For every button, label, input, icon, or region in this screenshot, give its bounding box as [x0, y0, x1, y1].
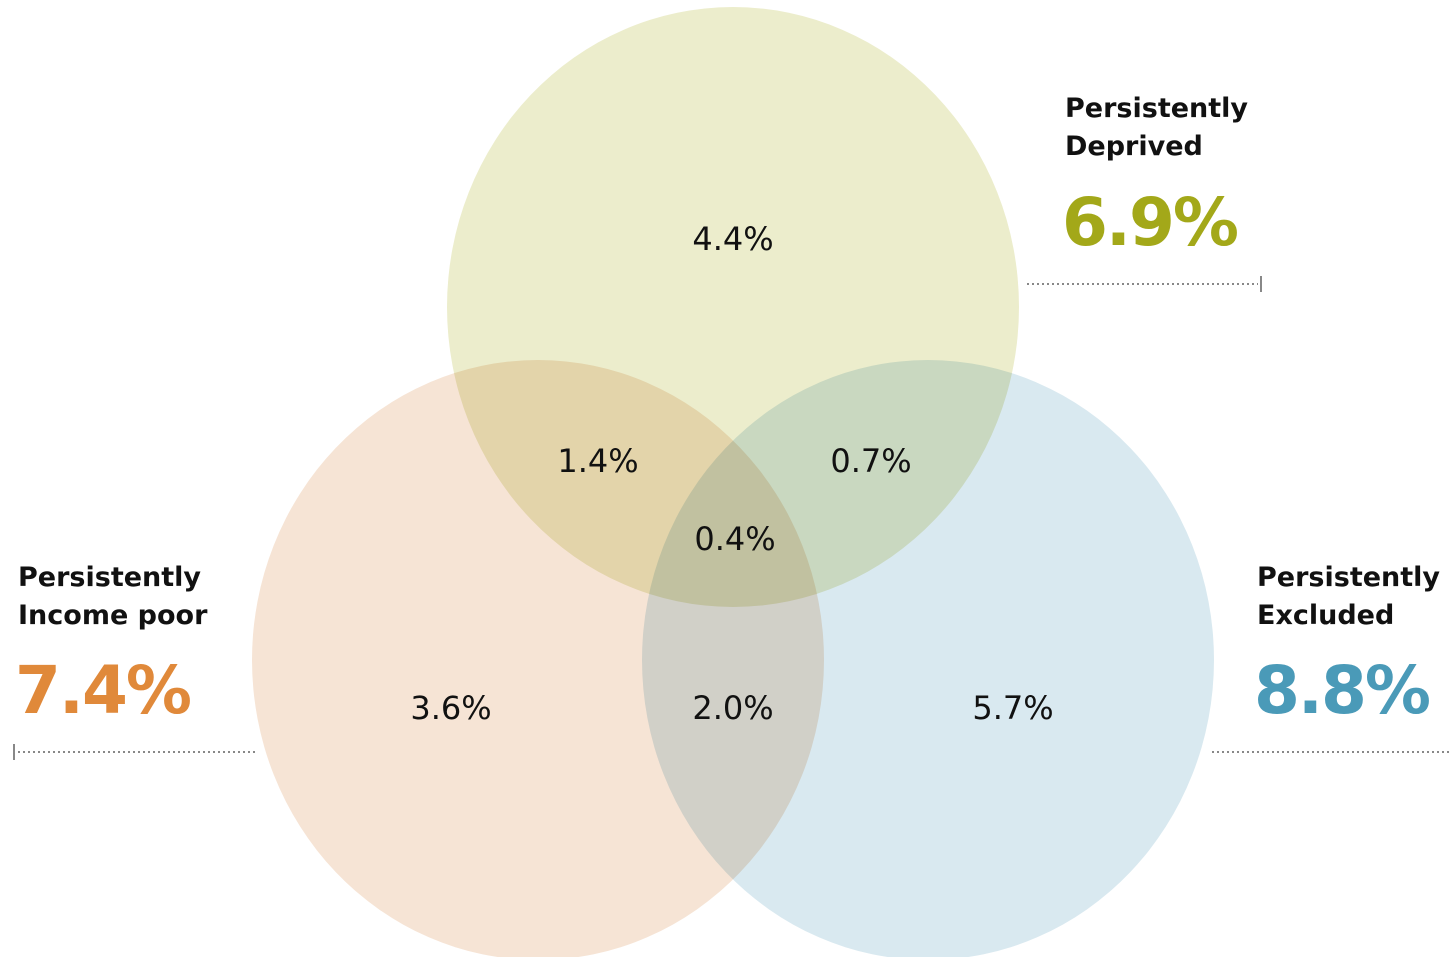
- region-label: 0.4%: [694, 520, 775, 558]
- region-label: 5.7%: [972, 689, 1053, 727]
- set-circle: [642, 360, 1214, 957]
- set-name: Persistently Income poor: [18, 562, 208, 631]
- set-value: 7.4%: [15, 652, 192, 729]
- region-label: 0.7%: [830, 442, 911, 480]
- region-label: 4.4%: [692, 220, 773, 258]
- set-name: Persistently Excluded: [1257, 562, 1441, 631]
- region-labels: 4.4% 1.4% 0.7% 0.4% 3.6% 2.0% 5.7%: [410, 220, 1053, 727]
- set-value: 8.8%: [1254, 652, 1431, 729]
- set-value: 6.9%: [1062, 184, 1239, 261]
- region-label: 2.0%: [692, 689, 773, 727]
- set-name: Persistently Deprived: [1065, 93, 1249, 162]
- circles: [252, 7, 1214, 957]
- region-label: 3.6%: [410, 689, 491, 727]
- region-label: 1.4%: [557, 442, 638, 480]
